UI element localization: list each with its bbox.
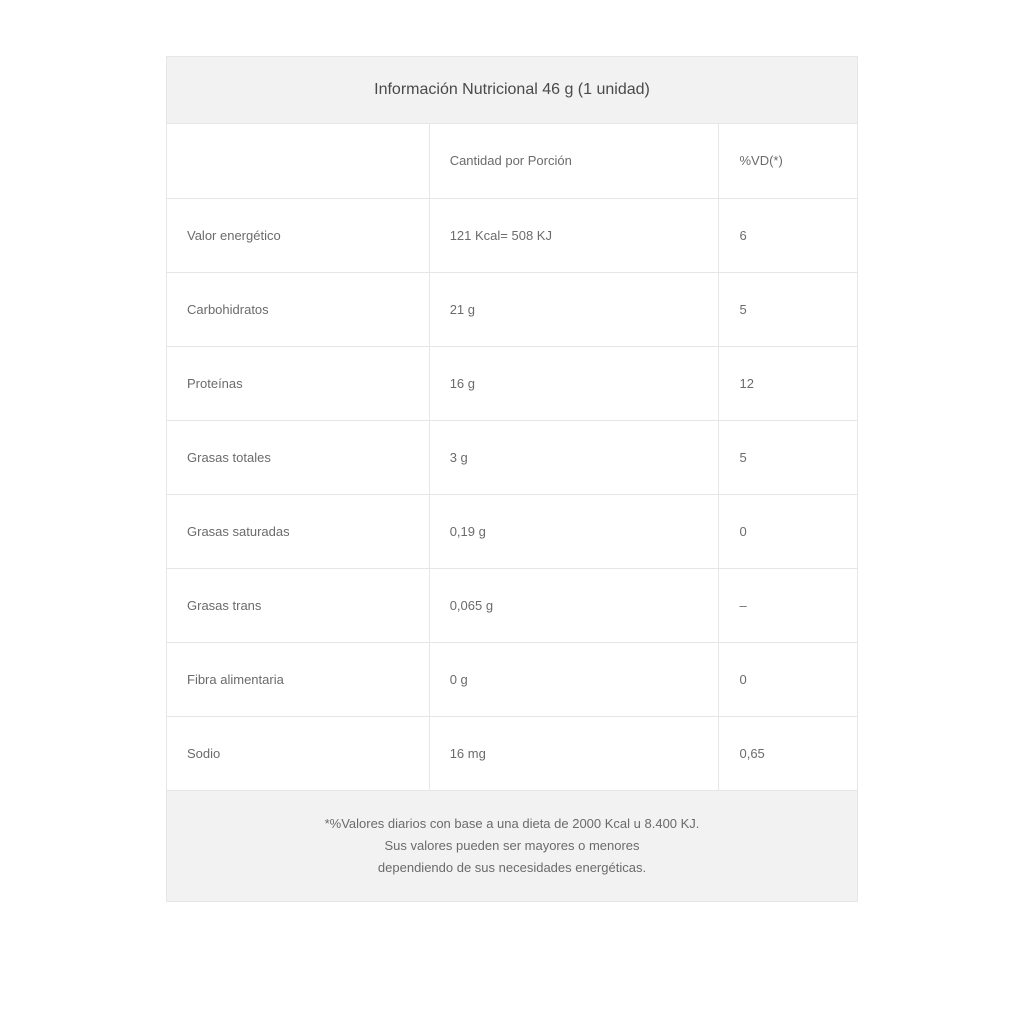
table-row: Fibra alimentaria 0 g 0 — [167, 642, 857, 716]
cell-name: Grasas saturadas — [167, 494, 429, 568]
table-header-row: Cantidad por Porción %VD(*) — [167, 124, 857, 198]
table-row: Grasas saturadas 0,19 g 0 — [167, 494, 857, 568]
cell-amount: 0,19 g — [429, 494, 719, 568]
table-row: Carbohidratos 21 g 5 — [167, 272, 857, 346]
col-header-amount: Cantidad por Porción — [429, 124, 719, 198]
cell-vd: 5 — [719, 272, 857, 346]
cell-amount: 0,065 g — [429, 568, 719, 642]
cell-amount: 3 g — [429, 420, 719, 494]
footer-line-1: *%Valores diarios con base a una dieta d… — [187, 813, 837, 835]
cell-vd: 0 — [719, 642, 857, 716]
cell-name: Grasas trans — [167, 568, 429, 642]
footer-line-3: dependiendo de sus necesidades energétic… — [187, 857, 837, 879]
col-header-name — [167, 124, 429, 198]
table-row: Grasas trans 0,065 g – — [167, 568, 857, 642]
cell-name: Grasas totales — [167, 420, 429, 494]
cell-amount: 0 g — [429, 642, 719, 716]
cell-amount: 21 g — [429, 272, 719, 346]
cell-name: Sodio — [167, 716, 429, 790]
cell-amount: 121 Kcal= 508 KJ — [429, 198, 719, 272]
cell-vd: 5 — [719, 420, 857, 494]
cell-vd: 12 — [719, 346, 857, 420]
cell-name: Proteínas — [167, 346, 429, 420]
cell-name: Carbohidratos — [167, 272, 429, 346]
cell-vd: 0 — [719, 494, 857, 568]
table-row: Sodio 16 mg 0,65 — [167, 716, 857, 790]
cell-amount: 16 g — [429, 346, 719, 420]
col-header-vd: %VD(*) — [719, 124, 857, 198]
nutrition-table-container: Información Nutricional 46 g (1 unidad) … — [166, 56, 858, 902]
table-row: Grasas totales 3 g 5 — [167, 420, 857, 494]
footer-line-2: Sus valores pueden ser mayores o menores — [187, 835, 837, 857]
cell-name: Fibra alimentaria — [167, 642, 429, 716]
table-body: Valor energético 121 Kcal= 508 KJ 6 Carb… — [167, 198, 857, 790]
cell-vd: 0,65 — [719, 716, 857, 790]
table-row: Proteínas 16 g 12 — [167, 346, 857, 420]
table-row: Valor energético 121 Kcal= 508 KJ 6 — [167, 198, 857, 272]
cell-amount: 16 mg — [429, 716, 719, 790]
table-footer: *%Valores diarios con base a una dieta d… — [167, 791, 857, 901]
table-title: Información Nutricional 46 g (1 unidad) — [167, 57, 857, 124]
cell-vd: 6 — [719, 198, 857, 272]
cell-name: Valor energético — [167, 198, 429, 272]
nutrition-table: Cantidad por Porción %VD(*) Valor energé… — [167, 124, 857, 791]
cell-vd: – — [719, 568, 857, 642]
